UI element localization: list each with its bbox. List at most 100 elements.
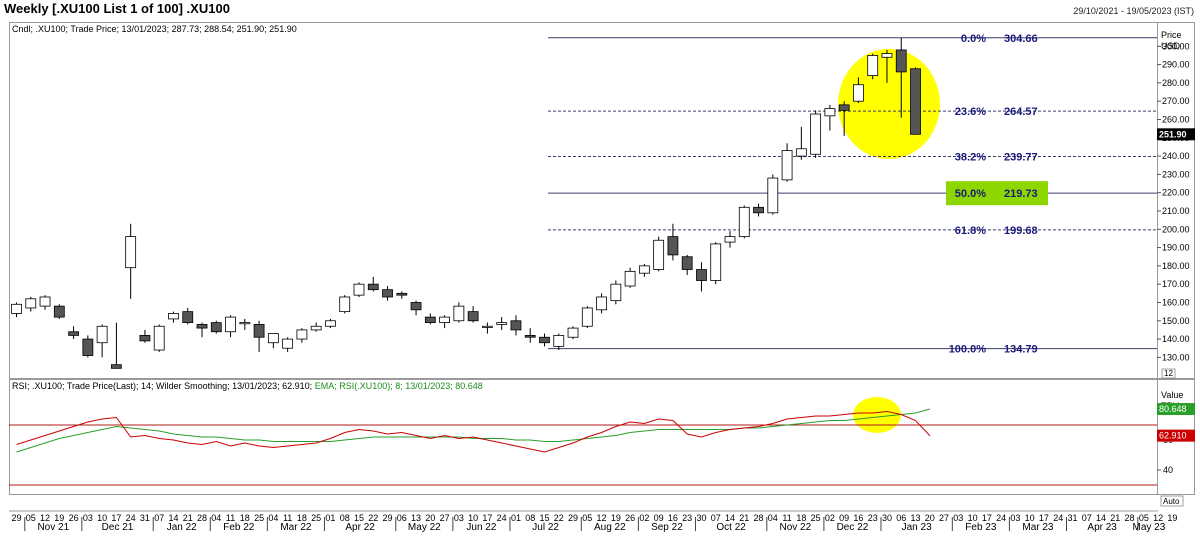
price-tick-label: 140.00 <box>1162 334 1190 344</box>
x-month-label: Mar 23 <box>1022 522 1054 533</box>
candle-up <box>310 325 322 331</box>
x-day-tick: 16 <box>668 513 678 523</box>
x-day-tick: 07 <box>1082 513 1092 523</box>
last-price-label: 251.90 <box>1159 129 1187 139</box>
x-day-tick: 21 <box>1110 513 1120 523</box>
candle-up <box>724 236 736 243</box>
candle-up <box>496 322 508 325</box>
rsi-corner-label: Auto <box>1163 497 1180 506</box>
candle-down <box>838 104 850 111</box>
candle-up <box>710 243 722 281</box>
x-day-tick: 07 <box>154 513 164 523</box>
candle-down <box>82 338 94 356</box>
x-day-tick: 02 <box>825 513 835 523</box>
candle-down <box>53 305 65 318</box>
candle-up <box>239 322 251 325</box>
x-day-tick: 30 <box>696 513 706 523</box>
x-month-label: Dec 22 <box>837 522 869 533</box>
x-day-tick: 03 <box>1010 513 1020 523</box>
candle-up <box>638 265 650 274</box>
fib-value-label: 239.77 <box>1004 152 1038 164</box>
x-day-tick: 23 <box>682 513 692 523</box>
x-day-tick: 28 <box>1125 513 1135 523</box>
x-day-tick: 12 <box>597 513 607 523</box>
candle-down <box>424 316 436 323</box>
fib-pct-label: 50.0% <box>955 188 986 200</box>
price-corner-box <box>1161 368 1176 379</box>
x-day-tick: 10 <box>97 513 107 523</box>
fib-value-label: 199.68 <box>1004 225 1038 237</box>
candle-down <box>467 311 479 322</box>
x-day-tick: 01 <box>325 513 335 523</box>
fib-highlight-box <box>946 181 1048 206</box>
rsi-line <box>16 410 931 453</box>
candle-up <box>824 108 836 117</box>
rsi-legend-text: RSI; .XU100; Trade Price(Last); 14; Wild… <box>12 381 313 391</box>
candle-up <box>282 338 294 349</box>
x-month-label: Apr 22 <box>345 522 375 533</box>
x-day-tick: 08 <box>525 513 535 523</box>
candle-down <box>667 236 679 256</box>
x-day-tick: 27 <box>939 513 949 523</box>
x-day-tick: 06 <box>896 513 906 523</box>
chart-title: Weekly [.XU100 List 1 of 100] .XU100 <box>4 1 230 16</box>
price-axis-unit: USD <box>1161 41 1181 51</box>
x-day-tick: 16 <box>853 513 863 523</box>
x-day-tick: 19 <box>1167 513 1177 523</box>
candle-down <box>910 68 921 135</box>
x-day-tick: 12 <box>40 513 50 523</box>
x-month-label: Feb 23 <box>965 522 997 533</box>
candle-up <box>881 53 893 58</box>
candle-up <box>39 296 51 307</box>
x-day-tick: 12 <box>1153 513 1163 523</box>
candle-up <box>767 177 779 214</box>
x-day-tick: 06 <box>397 513 407 523</box>
x-day-tick: 18 <box>240 513 250 523</box>
fib-pct-label: 38.2% <box>955 152 986 164</box>
x-day-tick: 10 <box>968 513 978 523</box>
x-day-tick: 24 <box>126 513 136 523</box>
ema-value-label: 80.648 <box>1159 404 1187 414</box>
x-day-tick: 01 <box>511 513 521 523</box>
x-month-label: Sep 22 <box>651 522 683 533</box>
price-tick-label: 260.00 <box>1162 114 1190 124</box>
candle-down <box>210 322 222 333</box>
x-day-tick: 13 <box>911 513 921 523</box>
candle-up <box>296 329 308 340</box>
price-tick-label: 150.00 <box>1162 316 1190 326</box>
x-day-tick: 11 <box>782 513 791 523</box>
candle-up <box>153 325 165 351</box>
x-day-tick: 13 <box>411 513 421 523</box>
price-axis-frame <box>1157 22 1195 379</box>
fib-value-label: 264.57 <box>1004 106 1038 118</box>
x-day-tick: 15 <box>539 513 549 523</box>
fib-value-label: 304.66 <box>1004 33 1038 45</box>
x-day-tick: 21 <box>739 513 749 523</box>
x-day-tick: 19 <box>611 513 621 523</box>
price-tick-label: 200.00 <box>1162 224 1190 234</box>
x-day-tick: 18 <box>297 513 307 523</box>
price-highlight-ellipse <box>838 49 940 159</box>
price-tick-label: 160.00 <box>1162 297 1190 307</box>
candle-up <box>482 325 493 328</box>
x-day-tick: 05 <box>582 513 592 523</box>
x-month-label: May 23 <box>1133 522 1166 533</box>
x-day-tick: 31 <box>140 513 150 523</box>
candle-up <box>553 335 565 347</box>
x-day-tick: 20 <box>425 513 435 523</box>
x-month-label: Jul 22 <box>532 522 559 533</box>
price-tick-label: 240.00 <box>1162 151 1190 161</box>
candle-up <box>96 325 108 344</box>
x-day-tick: 14 <box>168 513 178 523</box>
x-day-tick: 31 <box>1067 513 1077 523</box>
candle-up <box>325 320 336 327</box>
x-day-tick: 25 <box>254 513 264 523</box>
candle-down <box>510 320 522 331</box>
x-day-tick: 23 <box>868 513 878 523</box>
candle-up <box>795 148 807 157</box>
x-day-tick: 25 <box>811 513 821 523</box>
fib-pct-label: 0.0% <box>961 33 986 45</box>
x-month-label: Nov 21 <box>37 522 69 533</box>
candle-down <box>895 49 907 73</box>
